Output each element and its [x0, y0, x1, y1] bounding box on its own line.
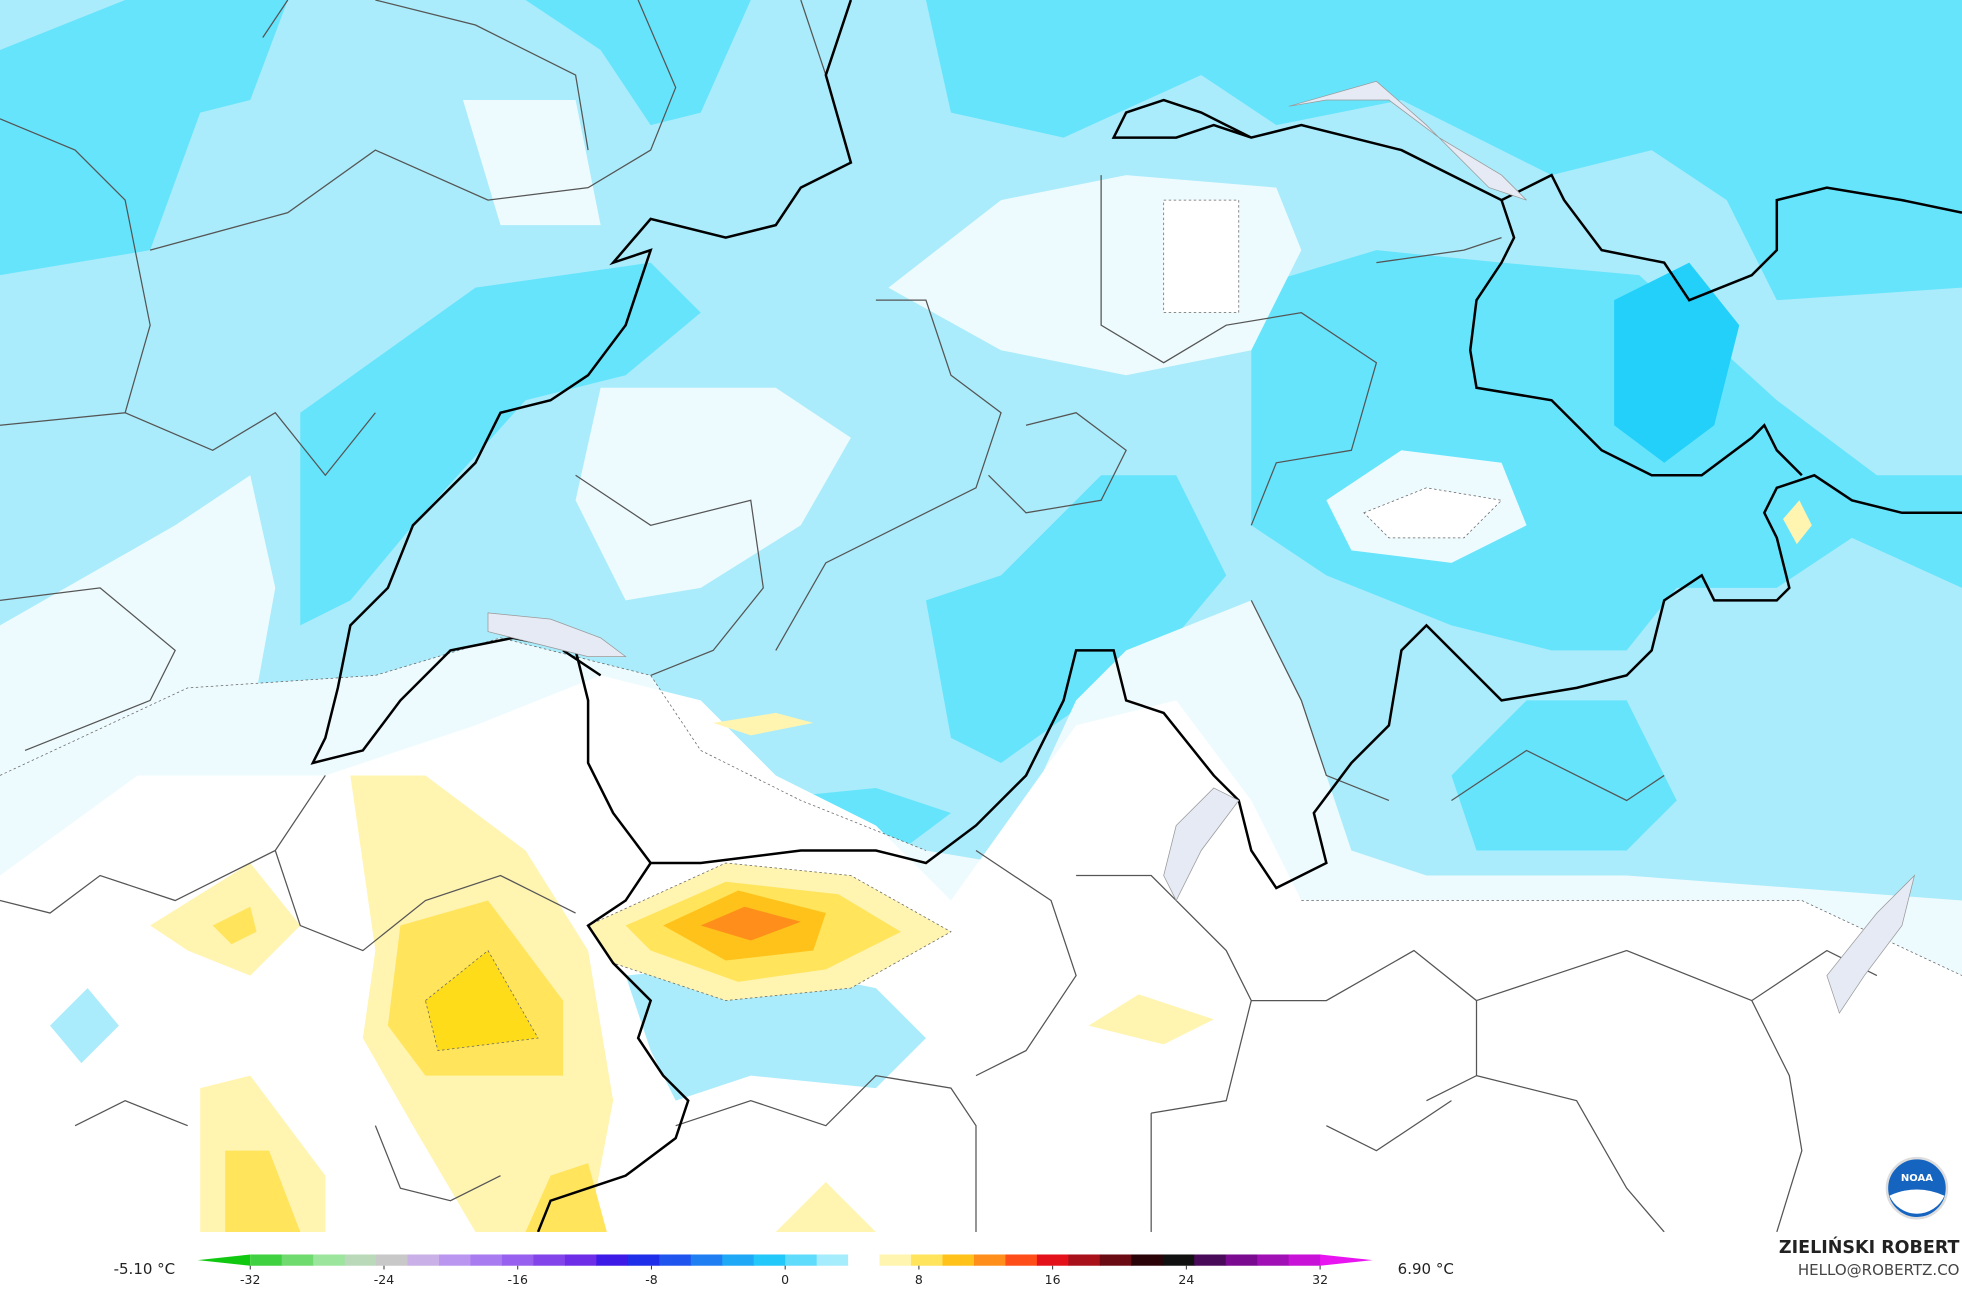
- colorbar-end: [197, 1254, 251, 1266]
- colorbar-segment: [1099, 1254, 1132, 1266]
- colorbar-tick-label: -8: [645, 1272, 658, 1287]
- colorbar-segment: [1162, 1254, 1195, 1266]
- colorbar-segment: [690, 1254, 723, 1266]
- colorbar: -32 -24 -16 -8 0 8 16 24 32: [197, 1254, 1373, 1287]
- colorbar-tick-label: 8: [915, 1272, 923, 1287]
- noaa-logo: NOAA: [1885, 1156, 1949, 1220]
- colorbar-segment: [753, 1254, 786, 1266]
- colorbar-segment: [785, 1254, 818, 1266]
- colorbar-segment: [596, 1254, 629, 1266]
- colorbar-segment: [942, 1254, 975, 1266]
- colorbar-segment: [973, 1254, 1007, 1266]
- colorbar-segment: [250, 1254, 283, 1266]
- colorbar-segment: [1225, 1254, 1258, 1266]
- colorbar-segment: [879, 1254, 912, 1266]
- colorbar-segment: [344, 1254, 377, 1266]
- logo-text: NOAA: [1901, 1173, 1933, 1184]
- credit-email: HELLO@ROBERTZ.CO: [1798, 1261, 1960, 1279]
- colorbar-segment: [281, 1254, 314, 1266]
- colorbar-segment: [816, 1254, 849, 1266]
- colorbar-segment: [1288, 1254, 1321, 1266]
- colorbar-tick-label: 0: [781, 1272, 789, 1287]
- colorbar-segment: [1036, 1254, 1069, 1266]
- temperature-fill: [0, 0, 1962, 1232]
- colorbar-tick-label: 24: [1178, 1272, 1194, 1287]
- colorbar-segment: [1068, 1254, 1101, 1266]
- colorbar-tick-label: -16: [508, 1272, 528, 1287]
- colorbar-segment: [659, 1254, 692, 1266]
- colorbar-segment: [564, 1254, 598, 1266]
- region-borders: [0, 0, 1962, 1233]
- colorbar-tick-label: 32: [1312, 1272, 1328, 1287]
- colorbar-segment: [848, 1254, 881, 1266]
- colorbar-segment: [627, 1254, 660, 1266]
- colorbar-tick-label: -24: [374, 1272, 394, 1287]
- colorbar-segment: [533, 1254, 566, 1266]
- colorbar-segment: [313, 1254, 346, 1266]
- colorbar-segment: [1005, 1254, 1038, 1266]
- legend-min-label: -5.10 °C: [114, 1260, 176, 1278]
- colorbar-tick-label: -32: [240, 1272, 260, 1287]
- colorbar-segment: [501, 1254, 535, 1266]
- lakes: [487, 80, 1916, 1014]
- colorbar-segment: [1194, 1254, 1227, 1266]
- colorbar-segment: [1257, 1254, 1290, 1266]
- colorbar-end: [1320, 1254, 1373, 1266]
- map: NOAA: [0, 0, 1962, 1233]
- colorbar-tick-label: 16: [1045, 1272, 1061, 1287]
- legend-max-label: 6.90 °C: [1398, 1260, 1454, 1278]
- colorbar-segment: [407, 1254, 440, 1266]
- colorbar-segment: [722, 1254, 755, 1266]
- colorbar-segment: [911, 1254, 944, 1266]
- colorbar-segment: [439, 1254, 472, 1266]
- colorbar-segment: [470, 1254, 503, 1266]
- colorbar-segment: [1131, 1254, 1164, 1266]
- contour-lines: [0, 199, 1962, 1052]
- credit-name: ZIELIŃSKI ROBERT: [1779, 1236, 1960, 1258]
- colorbar-segment: [376, 1254, 409, 1266]
